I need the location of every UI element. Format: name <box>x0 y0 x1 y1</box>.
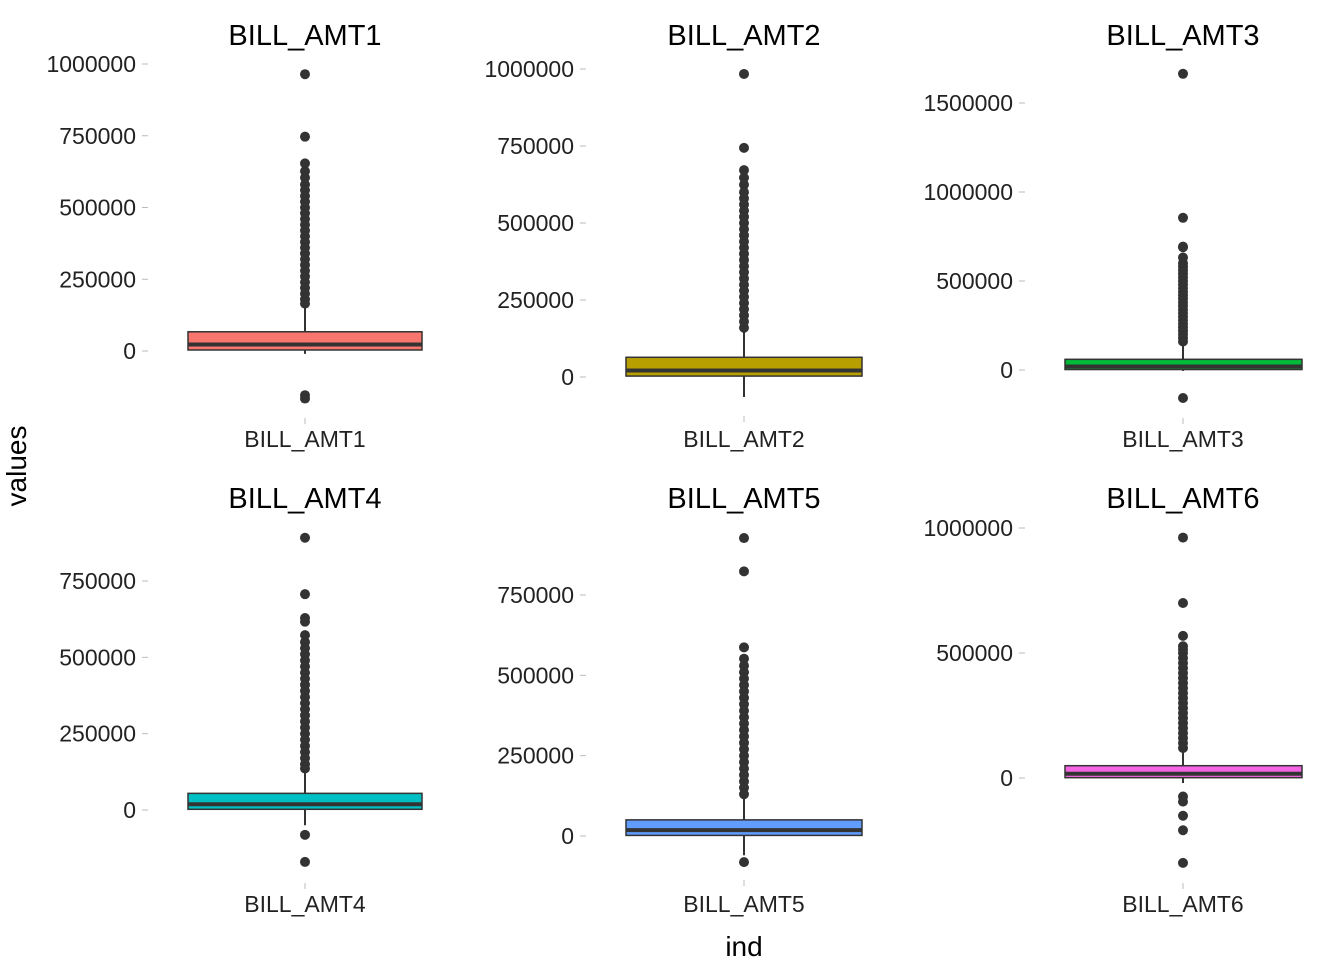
y-tick-label: 250000 <box>59 266 136 292</box>
outlier-point <box>300 589 310 600</box>
panel-1: BILL_AMT1 0 250000 500000 750000 1000000 BILL_… <box>46 20 423 452</box>
y-tick-label: 0 <box>561 364 574 390</box>
y-tick-label: 1000000 <box>484 56 574 82</box>
y-tick-label: 500000 <box>497 662 574 688</box>
outlier-point <box>739 642 749 653</box>
outlier-point <box>300 763 310 774</box>
outlier-point <box>300 69 310 80</box>
panel-5: BILL_AMT5 0 250000 500000 750000 BILL_AMT5 <box>497 483 863 917</box>
outlier-point <box>739 179 749 190</box>
y-tick-label: 1000000 <box>923 179 1013 205</box>
outlier-point <box>739 165 749 176</box>
y-tick-label: 250000 <box>497 287 574 313</box>
x-tick-label: BILL_AMT4 <box>244 891 366 917</box>
outlier-point <box>300 172 310 183</box>
panel-title: BILL_AMT6 <box>1106 483 1259 515</box>
outlier-point <box>1178 336 1188 347</box>
box-iqr <box>625 356 863 377</box>
y-tick-label: 750000 <box>59 568 136 594</box>
outlier-point <box>1178 630 1188 641</box>
x-tick-label: BILL_AMT2 <box>683 426 804 452</box>
outlier-point <box>739 322 749 333</box>
outlier-point <box>1178 825 1188 836</box>
y-tick-label: 0 <box>1000 765 1013 791</box>
panel-6: BILL_AMT6 0 500000 1000000 BILL_AMT6 <box>923 483 1303 917</box>
y-tick-label: 500000 <box>59 644 136 670</box>
y-tick-label: 0 <box>561 823 574 849</box>
outlier-point <box>300 393 310 404</box>
y-tick-label: 250000 <box>497 743 574 769</box>
y-tick-label: 1500000 <box>923 90 1013 116</box>
x-tick-label: BILL_AMT1 <box>244 426 365 452</box>
panel-title: BILL_AMT2 <box>667 20 820 52</box>
y-tick-label: 500000 <box>497 210 574 236</box>
outlier-point <box>739 533 749 544</box>
outlier-point <box>1178 242 1188 253</box>
y-tick-label: 750000 <box>497 582 574 608</box>
outlier-point <box>1178 598 1188 609</box>
y-tick-label: 0 <box>1000 357 1013 383</box>
outlier-point <box>739 653 749 664</box>
box-iqr <box>1064 764 1303 779</box>
outlier-point <box>300 829 310 840</box>
outlier-point <box>1178 857 1188 868</box>
outlier-point <box>300 856 310 867</box>
outlier-point <box>739 566 749 577</box>
x-tick-label: BILL_AMT3 <box>1122 426 1243 452</box>
outlier-point <box>739 789 749 800</box>
outlier-point <box>1178 796 1188 807</box>
outlier-point <box>300 131 310 142</box>
outlier-point <box>1178 392 1188 403</box>
outlier-point <box>739 142 749 153</box>
y-tick-label: 250000 <box>59 721 136 747</box>
y-tick-label: 1000000 <box>923 515 1013 541</box>
y-tick-label: 0 <box>123 338 136 364</box>
outlier-point <box>1178 532 1188 543</box>
outlier-point <box>1178 810 1188 821</box>
panel-title: BILL_AMT5 <box>667 483 820 515</box>
outlier-point <box>1178 743 1188 753</box>
panel-3: BILL_AMT3 0 500000 1000000 1500000 BILL_AMT3 <box>923 20 1303 452</box>
panel-title: BILL_AMT4 <box>228 483 381 515</box>
y-tick-label: 750000 <box>59 123 136 149</box>
y-tick-label: 750000 <box>497 133 574 159</box>
outlier-point <box>739 68 749 79</box>
outlier-point <box>300 158 310 169</box>
panel-4: BILL_AMT4 0 250000 500000 750000 BILL_AMT4 <box>59 483 423 917</box>
panels-group: BILL_AMT102500005000007500001000000BILL_… <box>46 20 1303 917</box>
y-axis-label: values <box>1 426 32 507</box>
outlier-point <box>1178 212 1188 223</box>
y-tick-label: 500000 <box>936 268 1013 294</box>
box-iqr <box>1064 358 1303 371</box>
x-axis-label: ind <box>725 931 762 960</box>
y-tick-label: 1000000 <box>46 51 136 77</box>
panel-title: BILL_AMT1 <box>228 20 381 52</box>
outlier-point <box>739 172 749 183</box>
outlier-point <box>739 857 749 868</box>
x-tick-label: BILL_AMT5 <box>683 891 804 917</box>
y-tick-label: 500000 <box>936 640 1013 666</box>
outlier-point <box>1178 68 1188 79</box>
box-iqr <box>187 792 423 811</box>
outlier-point <box>300 616 310 627</box>
x-tick-label: BILL_AMT6 <box>1122 891 1243 917</box>
y-tick-label: 0 <box>123 797 136 823</box>
box-iqr <box>625 819 863 837</box>
outlier-point <box>300 630 310 641</box>
box-iqr <box>187 331 423 351</box>
y-tick-label: 500000 <box>59 195 136 221</box>
panel-title: BILL_AMT3 <box>1106 20 1259 52</box>
outlier-point <box>300 298 310 309</box>
outlier-point <box>300 532 310 543</box>
panel-2: BILL_AMT2 0 250000 500000 750000 1000000 BILL_… <box>484 20 863 452</box>
